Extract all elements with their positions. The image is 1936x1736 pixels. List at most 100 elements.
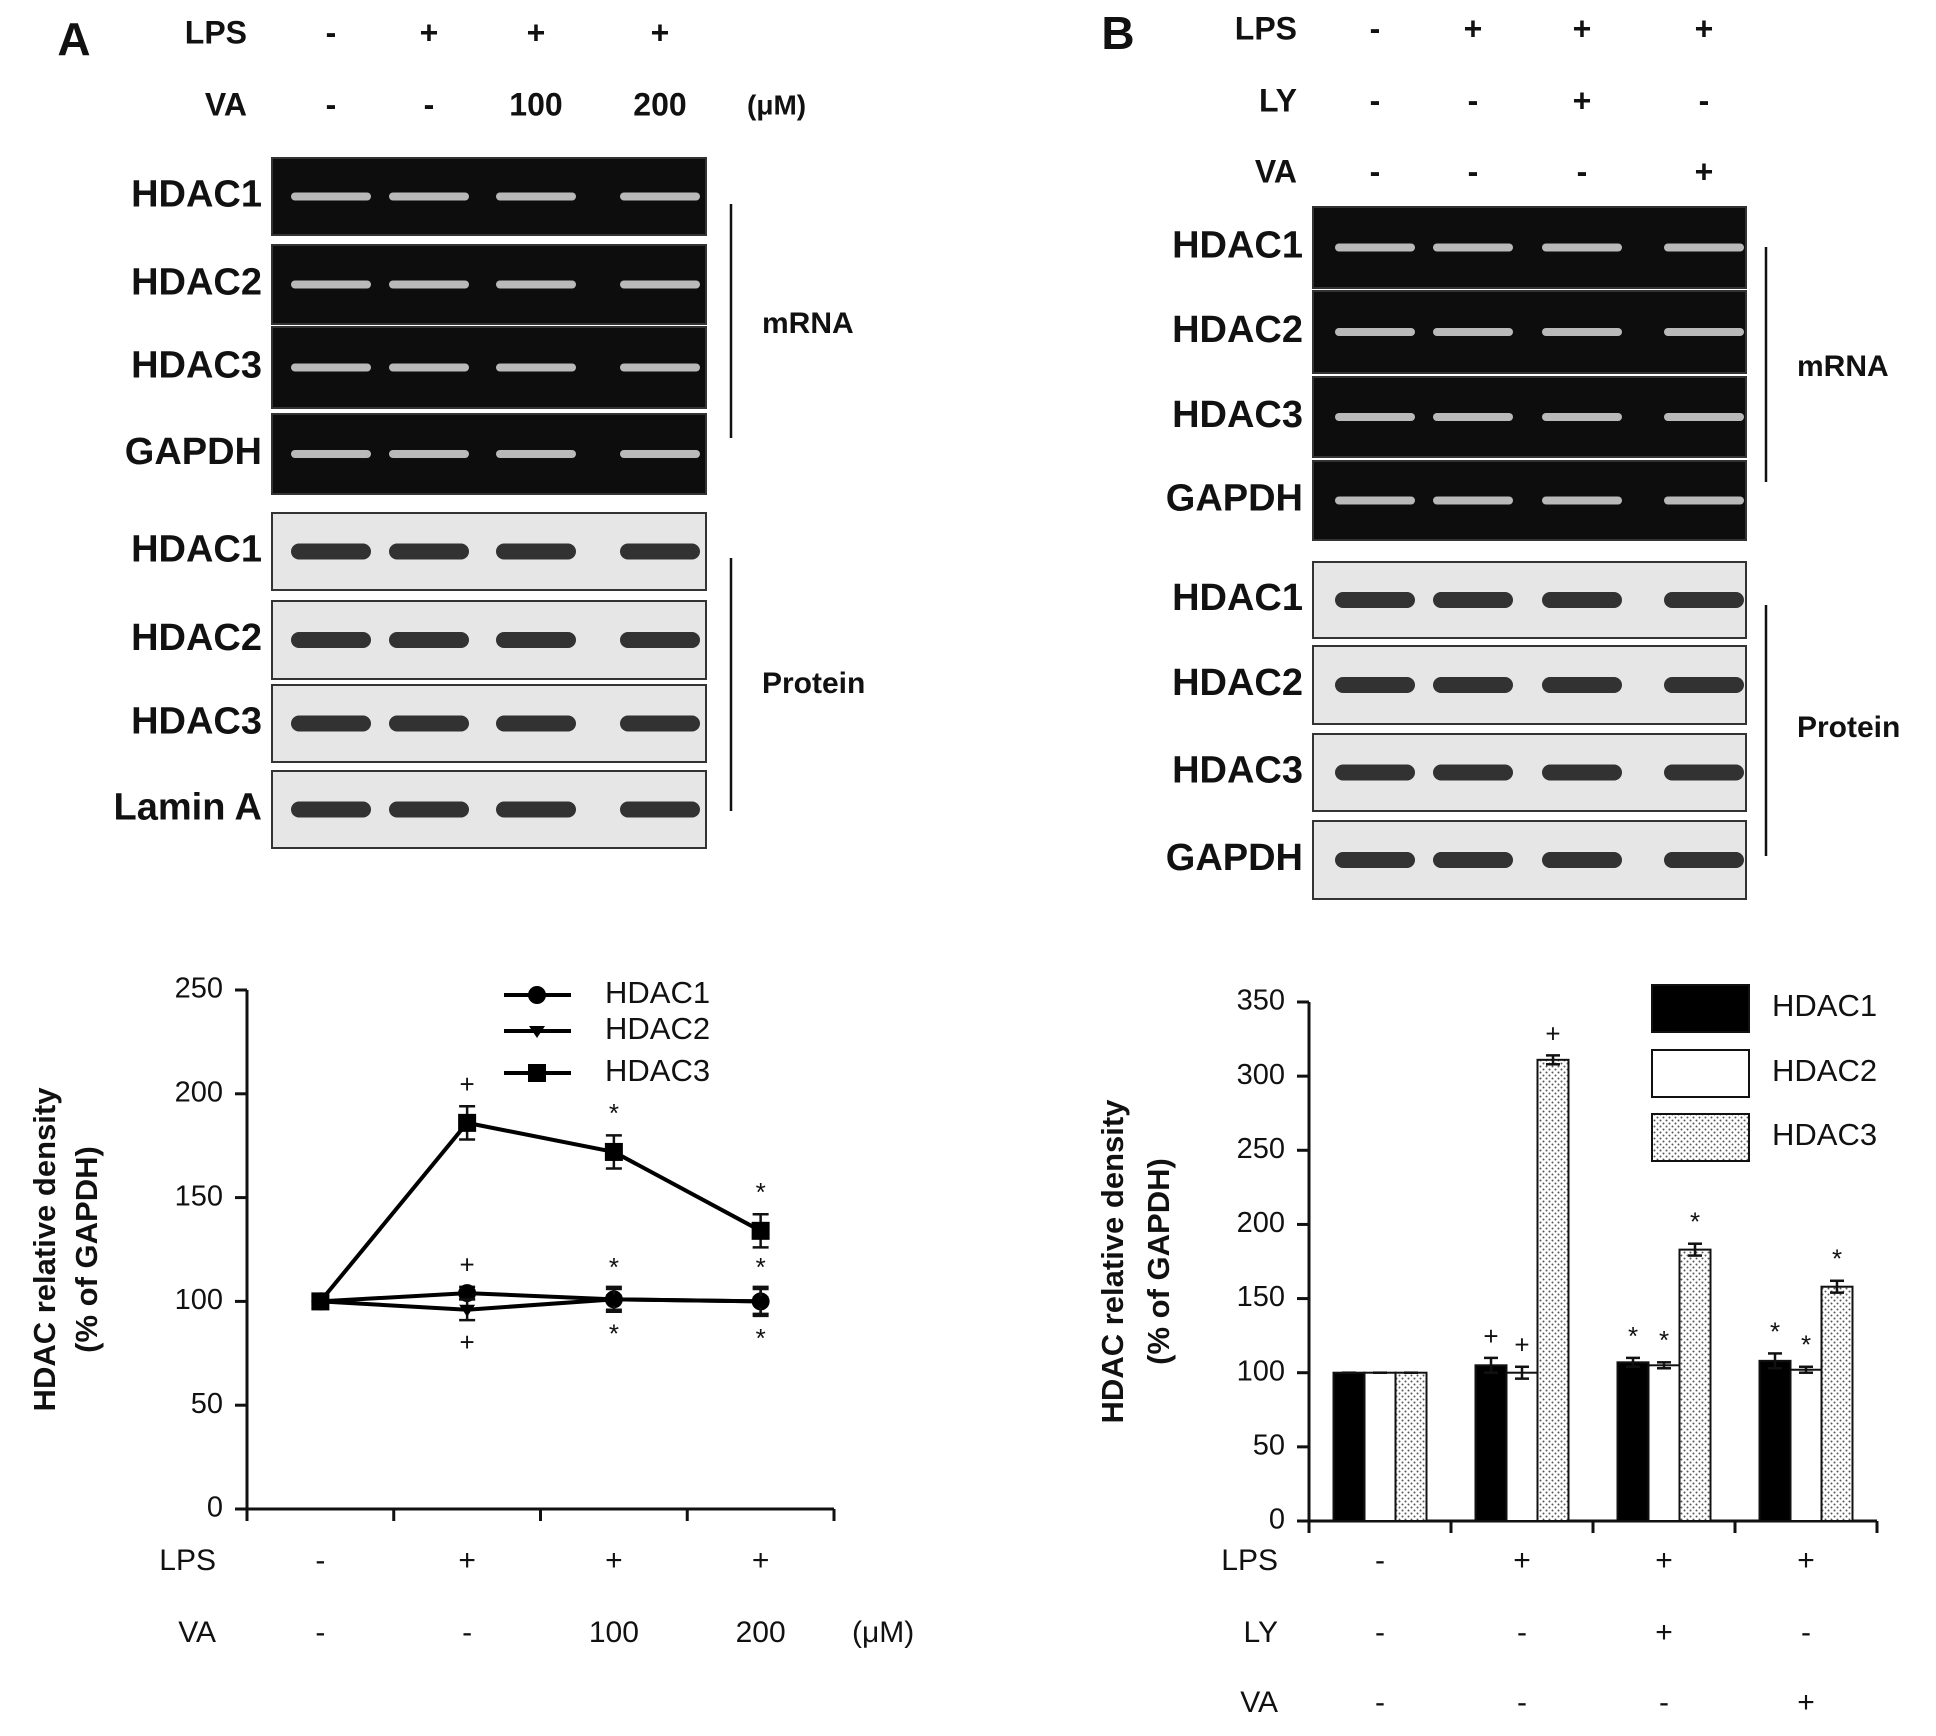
- condition-level: +: [1655, 1544, 1673, 1577]
- band: [1542, 496, 1622, 505]
- blot-label: GAPDH: [1166, 478, 1303, 520]
- condition-level: +: [420, 14, 439, 50]
- significance-mark: *: [609, 1252, 619, 1282]
- significance-mark: *: [1659, 1325, 1669, 1355]
- unit: (μM): [852, 1616, 914, 1649]
- condition-level: -: [315, 1616, 325, 1649]
- legend-marker: [529, 1026, 545, 1038]
- legend-label: HDAC3: [605, 1053, 710, 1088]
- bar: [1647, 1364, 1681, 1523]
- condition-level: -: [1801, 1616, 1811, 1649]
- condition-name: VA: [1240, 1686, 1278, 1719]
- significance-mark: +: [1514, 1330, 1529, 1360]
- blot-label: HDAC3: [131, 345, 262, 387]
- condition-name: VA: [178, 1616, 216, 1649]
- band: [291, 450, 371, 458]
- y-axis-label: (% of GAPDH): [1141, 1158, 1176, 1365]
- condition-level: -: [1370, 10, 1381, 46]
- band: [1664, 764, 1744, 781]
- y-tick-label: 250: [175, 973, 223, 1005]
- condition-level: +: [527, 14, 546, 50]
- blot-label: HDAC2: [1172, 662, 1303, 704]
- y-tick-label: 200: [175, 1076, 223, 1108]
- blot-label: GAPDH: [125, 431, 262, 473]
- band: [496, 632, 576, 648]
- condition-level: +: [605, 1544, 623, 1577]
- condition-level: +: [1797, 1686, 1815, 1719]
- unit: (μM): [747, 89, 806, 120]
- band: [291, 715, 371, 732]
- condition-level: +: [1513, 1544, 1531, 1577]
- band: [620, 280, 700, 289]
- condition-level: +: [1573, 10, 1592, 46]
- significance-mark: +: [460, 1069, 475, 1099]
- point: [751, 1221, 770, 1240]
- condition-level: 200: [633, 86, 686, 122]
- band: [496, 280, 576, 289]
- significance-mark: *: [1770, 1316, 1780, 1346]
- band: [1542, 852, 1622, 868]
- band: [1433, 592, 1513, 608]
- band: [496, 715, 576, 732]
- point: [605, 1294, 622, 1307]
- band: [1542, 328, 1622, 336]
- band: [1542, 677, 1622, 693]
- band: [291, 192, 371, 201]
- band: [496, 192, 576, 201]
- y-axis-label: (% of GAPDH): [69, 1146, 104, 1353]
- band: [1335, 592, 1415, 608]
- band: [1664, 413, 1744, 421]
- bar: [1505, 1371, 1539, 1522]
- significance-mark: *: [1832, 1244, 1842, 1274]
- band: [1433, 764, 1513, 781]
- group-label: Protein: [762, 667, 865, 700]
- panel-letter: A: [57, 13, 90, 65]
- y-tick-label: 200: [1237, 1207, 1285, 1239]
- band: [620, 715, 700, 732]
- band: [1542, 243, 1622, 252]
- condition-level: 100: [589, 1616, 639, 1649]
- significance-mark: *: [609, 1319, 619, 1349]
- band: [496, 363, 576, 372]
- blot-label: HDAC1: [131, 529, 262, 571]
- band: [389, 280, 469, 289]
- condition-level: +: [1573, 82, 1592, 118]
- bar: [1789, 1368, 1823, 1522]
- band: [620, 363, 700, 372]
- band: [389, 632, 469, 648]
- bar: [1536, 1058, 1570, 1522]
- y-tick-label: 300: [1237, 1059, 1285, 1091]
- condition-level: -: [424, 86, 435, 122]
- condition-level: -: [1370, 82, 1381, 118]
- point: [604, 1142, 623, 1161]
- band: [1433, 328, 1513, 336]
- band: [496, 450, 576, 458]
- group-label: mRNA: [762, 307, 854, 340]
- condition-level: +: [1655, 1616, 1673, 1649]
- group-label: Protein: [1797, 711, 1900, 744]
- legend-label: HDAC3: [1772, 1117, 1877, 1152]
- condition-level: -: [1517, 1616, 1527, 1649]
- band: [1335, 243, 1415, 252]
- blot-label: HDAC2: [131, 617, 262, 659]
- band: [620, 192, 700, 201]
- condition-name: LPS: [1221, 1544, 1278, 1577]
- condition-name: LPS: [159, 1544, 216, 1577]
- y-tick-label: 50: [1253, 1430, 1285, 1462]
- y-tick-label: 0: [1269, 1504, 1285, 1536]
- significance-mark: +: [1483, 1321, 1498, 1351]
- condition-level: -: [1468, 82, 1479, 118]
- significance-mark: *: [1690, 1207, 1700, 1237]
- band: [1664, 592, 1744, 608]
- legend-swatch: [1651, 984, 1750, 1033]
- band: [389, 192, 469, 201]
- band: [389, 715, 469, 732]
- legend-label: HDAC1: [605, 975, 710, 1010]
- band: [1664, 243, 1744, 252]
- condition-level: -: [1517, 1686, 1527, 1719]
- blot-label: HDAC3: [1172, 394, 1303, 436]
- band: [620, 450, 700, 458]
- blot-label: HDAC1: [131, 174, 262, 216]
- condition-name: LY: [1259, 82, 1297, 118]
